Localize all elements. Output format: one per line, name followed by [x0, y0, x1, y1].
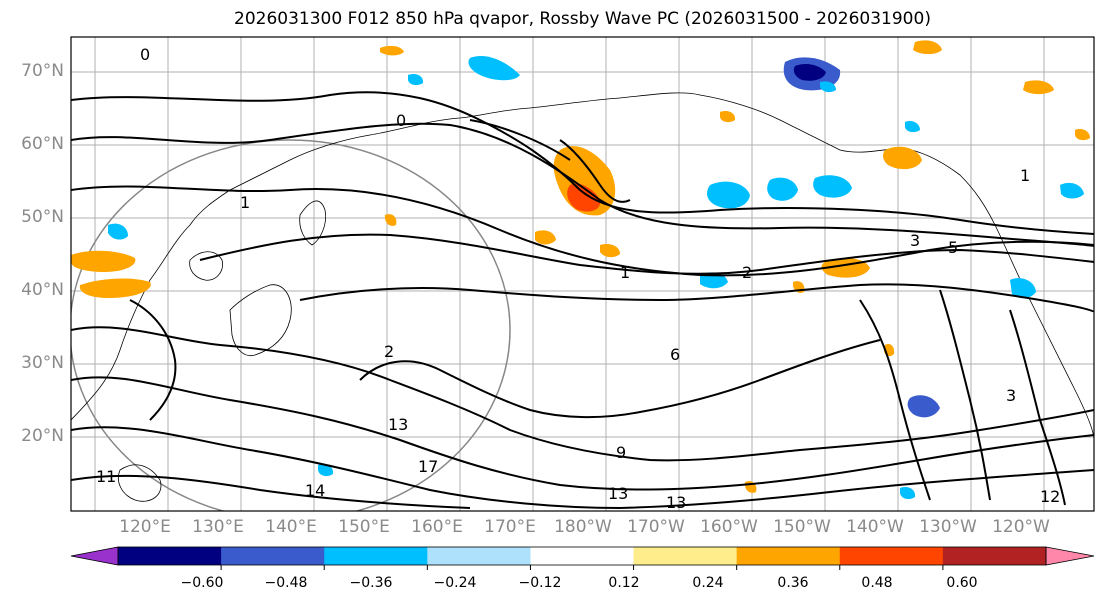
lat-label: 30°N — [21, 353, 64, 373]
contour-label: 13 — [666, 493, 686, 512]
contour-label: 0 — [396, 111, 406, 130]
colorbar-segment — [324, 547, 428, 565]
lon-label: 160°W — [700, 517, 758, 537]
contour-label: 13 — [388, 415, 408, 434]
contour-label: 13 — [608, 484, 628, 503]
colorbar-segment — [118, 547, 222, 565]
contour-label: 1 — [1020, 166, 1030, 185]
colorbar-tick-label: −0.60 — [180, 575, 224, 591]
colorbar-extend-high — [1045, 546, 1095, 566]
lon-label: 140°W — [846, 517, 904, 537]
lon-label: 140°E — [265, 517, 317, 537]
contour-label: 1 — [240, 193, 250, 212]
colorbar-segment — [736, 547, 841, 565]
lon-label: 170°W — [627, 517, 685, 537]
contour-label-group: 0 1 1 2 2 3 3 5 6 9 13 13 13 14 17 11 12… — [96, 45, 1060, 512]
colorbar-segment — [427, 547, 531, 565]
colorbar-segment — [221, 547, 325, 565]
colorbar-tick-label: 0.48 — [861, 575, 893, 591]
coastlines — [71, 92, 1094, 502]
lon-label: 120°E — [119, 517, 171, 537]
colorbar-tick-label: −0.24 — [433, 575, 477, 591]
colorbar-frame — [117, 546, 1047, 566]
contour-label: 3 — [910, 231, 920, 250]
colorbar-segment — [530, 547, 635, 565]
lon-label: 150°E — [338, 517, 390, 537]
map-background — [71, 37, 1094, 511]
lat-label: 40°N — [21, 280, 64, 300]
contour-label: 0 — [140, 45, 150, 64]
graticule — [71, 37, 1094, 511]
lon-label: 130°E — [192, 517, 244, 537]
contour-label: 12 — [1040, 487, 1060, 506]
contour-label: 1 — [620, 263, 630, 282]
lon-label: 160°E — [411, 517, 463, 537]
colorbar-tick-label: −0.36 — [349, 575, 393, 591]
colorbar-tick-label: 0.12 — [608, 575, 640, 591]
lon-label: 150°W — [773, 517, 831, 537]
contour-label: 17 — [418, 457, 438, 476]
contour-label: 5 — [948, 238, 958, 257]
colorbar-tick-label: 0.60 — [946, 575, 978, 591]
negative-anomalies — [108, 55, 1084, 500]
colorbar-tick-label: 0.36 — [777, 575, 809, 591]
contour-label: 2 — [384, 342, 394, 361]
contour-label: 14 — [305, 481, 325, 500]
lat-label: 70°N — [21, 61, 64, 81]
colorbar-tick-label: −0.12 — [518, 575, 562, 591]
lat-label: 50°N — [21, 207, 64, 227]
contour-label: 9 — [616, 443, 626, 462]
qvapor-contours — [71, 91, 1094, 510]
colorbar-segment — [942, 547, 1047, 565]
map-title: 2026031300 F012 850 hPa qvapor, Rossby W… — [234, 9, 931, 29]
contour-label: 6 — [670, 345, 680, 364]
colorbar-tick-label: 0.24 — [692, 575, 724, 591]
contour-label: 11 — [96, 467, 116, 486]
lat-label: 60°N — [21, 134, 64, 154]
colorbar-tick-label: −0.48 — [264, 575, 308, 591]
lon-label: 180°W — [554, 517, 612, 537]
map-frame — [70, 36, 1095, 512]
positive-anomalies — [71, 40, 1090, 493]
lon-label: 170°E — [484, 517, 536, 537]
lon-label: 120°W — [992, 517, 1050, 537]
contour-label: 2 — [742, 263, 752, 282]
contour-label: 3 — [1006, 386, 1016, 405]
reference-circle — [71, 139, 511, 511]
colorbar — [70, 546, 1095, 570]
lon-label: 130°W — [919, 517, 977, 537]
colorbar-extend-low — [70, 546, 119, 566]
colorbar-segment — [633, 547, 738, 565]
lat-label: 20°N — [21, 426, 64, 446]
colorbar-segment — [839, 547, 944, 565]
